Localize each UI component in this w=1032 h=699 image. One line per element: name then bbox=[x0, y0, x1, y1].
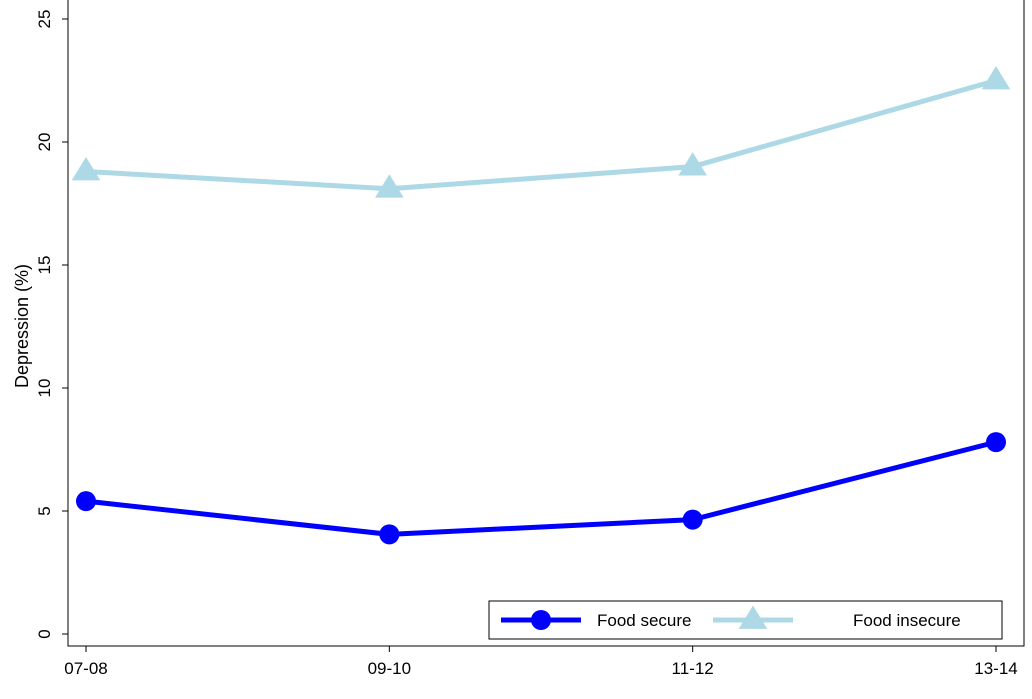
x-tick-label: 13-14 bbox=[974, 659, 1017, 678]
series-layer bbox=[71, 65, 1011, 545]
plot-area-border bbox=[67, 0, 1025, 647]
y-tick-label: 0 bbox=[35, 629, 54, 638]
x-tick-label: 09-10 bbox=[368, 659, 411, 678]
legend-label: Food insecure bbox=[853, 611, 961, 630]
y-tick-label: 10 bbox=[35, 379, 54, 398]
y-tick-label: 25 bbox=[35, 10, 54, 29]
legend-item: Food secure bbox=[501, 610, 692, 630]
y-tick-label: 20 bbox=[35, 133, 54, 152]
y-tick-label: 5 bbox=[35, 506, 54, 515]
series-line bbox=[85, 78, 997, 192]
y-axis-title: Depression (%) bbox=[12, 264, 32, 388]
x-tick-label: 11-12 bbox=[672, 659, 714, 678]
data-point bbox=[986, 432, 1006, 453]
x-tick-label: 07-08 bbox=[64, 659, 107, 678]
data-point bbox=[981, 65, 1011, 90]
data-point bbox=[375, 174, 404, 198]
series-line bbox=[85, 439, 997, 537]
legend-swatch-marker bbox=[738, 605, 768, 629]
series-food-insecure bbox=[71, 65, 1011, 198]
legend-label: Food secure bbox=[597, 611, 692, 630]
x-axis: 07-08 09-10 11-12 13-14 bbox=[64, 646, 1018, 678]
data-point bbox=[678, 152, 707, 176]
data-point bbox=[379, 524, 400, 545]
data-point bbox=[682, 509, 703, 530]
legend-item: Food insecure bbox=[713, 605, 961, 630]
y-axis: 0 5 10 15 20 25 bbox=[35, 10, 68, 639]
data-point bbox=[76, 491, 96, 512]
y-tick-label: 15 bbox=[35, 256, 54, 275]
legend: Food secure Food insecure bbox=[488, 600, 1003, 640]
plot-frame bbox=[67, 0, 1025, 647]
legend-swatch-marker bbox=[531, 610, 551, 630]
series-food-secure bbox=[76, 432, 1006, 545]
data-point bbox=[71, 157, 101, 181]
